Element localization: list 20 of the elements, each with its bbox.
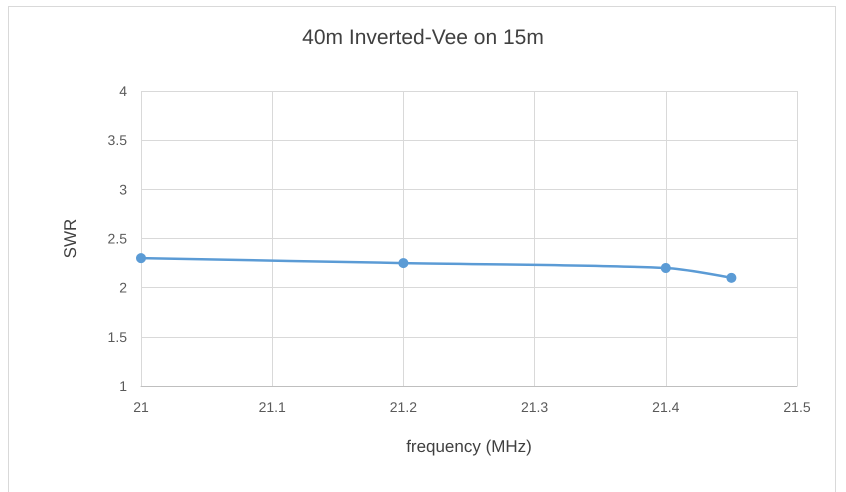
point [660,263,671,273]
point [398,258,408,268]
x-tick-label: 21.3 [520,399,548,415]
y-tick-label: 2.5 [108,230,128,246]
y-axis-title: SWR [61,218,80,258]
x-tick-label: 21.5 [783,399,811,415]
y-tick-label: 3 [119,181,128,198]
x-tick-label: 21.2 [390,399,418,415]
x-tick-label: 21 [133,399,149,415]
y-tick-label: 1 [119,378,128,394]
x-tick-label: 21.1 [258,399,286,415]
chart-title: 40m Inverted-Vee on 15m [302,26,544,49]
y-tick-label: 1.5 [108,328,128,345]
x-tick-label: 21.4 [652,399,680,415]
y-tick-label: 3.5 [108,132,128,148]
point [726,272,736,283]
y-tick-label: 4 [119,83,128,99]
x-axis-title: frequency (MHz) [406,437,532,456]
point [136,253,146,264]
y-tick-label: 2 [119,280,128,296]
